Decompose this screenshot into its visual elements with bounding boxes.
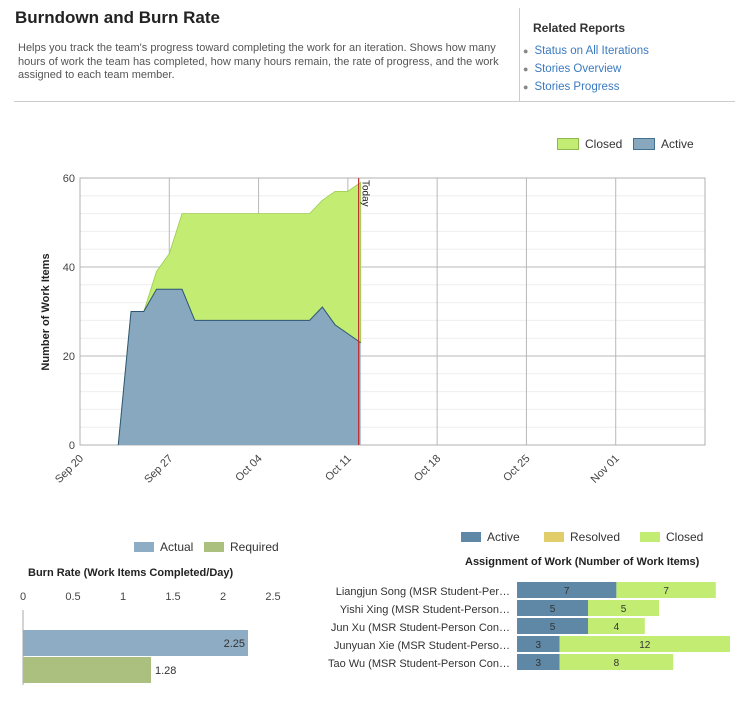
legend-label-closed: Closed xyxy=(585,137,623,151)
assignment-bar-active xyxy=(517,582,617,598)
legend-label-actual: Actual xyxy=(160,540,194,554)
burn-rate-bar-required xyxy=(23,657,151,683)
assignment-bar-active xyxy=(517,600,588,616)
y-tick-label: 60 xyxy=(63,173,75,185)
bullet-icon: ● xyxy=(523,64,529,74)
today-label: Today xyxy=(360,180,371,207)
header-separator xyxy=(14,101,735,102)
assignment-active-label: 7 xyxy=(564,586,570,597)
assignment-bar-closed xyxy=(616,582,716,598)
legend-label-active: Active xyxy=(661,137,694,151)
legend-swatch-assign-closed xyxy=(640,532,660,542)
report-description: Helps you track the team's progress towa… xyxy=(18,42,499,81)
sidebar-divider xyxy=(519,8,520,101)
active-line xyxy=(117,288,361,446)
legend-active: Active xyxy=(633,137,694,151)
legend-required: Required xyxy=(204,540,279,554)
link-stories-overview[interactable]: ● Stories Overview xyxy=(523,63,621,75)
assignment-bar-closed xyxy=(588,600,659,616)
bullet-icon: ● xyxy=(523,46,529,56)
assignment-bar-closed xyxy=(588,618,645,634)
assignment-bars: Liangjun Song (MSR Student-Per… 7 7 Yishi X… xyxy=(328,582,730,670)
assignment-bar-active xyxy=(517,654,560,670)
legend-label-assign-resolved: Resolved xyxy=(570,530,621,544)
burn-rate-value-label: 2.25 xyxy=(224,638,245,650)
burn-rate-tick-label: 0.5 xyxy=(65,591,80,603)
assignment-active-label: 5 xyxy=(550,622,556,633)
burn-rate-axis: 0 0.5 1 1.5 2 2.5 xyxy=(20,591,281,685)
legend-assign-resolved: Resolved xyxy=(544,530,620,544)
burn-rate-tick-label: 1.5 xyxy=(165,591,180,603)
assignee-name: Jun Xu (MSR Student-Person Con… xyxy=(331,622,510,634)
legend-assign-active: Active xyxy=(461,530,520,544)
legend-label-assign-active: Active xyxy=(487,530,520,544)
y-tick-label: 40 xyxy=(63,262,75,274)
burn-rate-bar-actual xyxy=(23,630,248,656)
bullet-icon: ● xyxy=(523,82,529,92)
page-title: Burndown and Burn Rate xyxy=(15,8,220,27)
related-reports-title: Related Reports xyxy=(533,21,626,35)
link-stories-progress[interactable]: ● Stories Progress xyxy=(523,81,619,93)
legend-swatch-active xyxy=(633,138,655,150)
assignee-name: Liangjun Song (MSR Student-Per… xyxy=(336,586,510,598)
active-area xyxy=(118,289,361,445)
legend-closed: Closed xyxy=(557,137,622,151)
legend-swatch-required xyxy=(204,542,224,552)
legend-assign-closed: Closed xyxy=(640,530,703,544)
assignment-bar-closed xyxy=(559,636,730,652)
legend-label-required: Required xyxy=(230,540,279,554)
y-tick-label: 20 xyxy=(63,351,75,363)
legend-swatch-actual xyxy=(134,542,154,552)
link-label: Stories Overview xyxy=(534,63,622,75)
assignment-closed-label: 5 xyxy=(621,604,627,615)
burn-rate-title: Burn Rate (Work Items Completed/Day) xyxy=(28,567,234,579)
assignment-bar-closed xyxy=(559,654,674,670)
burndown-areas: Today xyxy=(117,178,371,446)
link-label: Status on All Iterations xyxy=(534,45,649,57)
assignment-closed-label: 4 xyxy=(614,622,620,633)
link-label: Stories Progress xyxy=(534,81,620,93)
assignment-active-label: 5 xyxy=(550,604,556,615)
y-tick-label: 0 xyxy=(69,440,75,452)
assignment-bar-active xyxy=(517,636,560,652)
link-status-on-all-iterations[interactable]: ● Status on All Iterations xyxy=(523,45,649,57)
assignee-name: Junyuan Xie (MSR Student-Perso… xyxy=(334,640,510,652)
assignee-name: Yishi Xing (MSR Student-Person… xyxy=(340,604,510,616)
burn-rate-tick-label: 2.5 xyxy=(265,591,280,603)
assignment-bar-active xyxy=(517,618,588,634)
legend-actual: Actual xyxy=(134,540,193,554)
legend-swatch-assign-resolved xyxy=(544,532,564,542)
assignment-closed-label: 7 xyxy=(663,586,669,597)
burn-rate-tick-label: 1 xyxy=(120,591,126,603)
assignee-name: Tao Wu (MSR Student-Person Con… xyxy=(328,658,510,670)
burn-rate-tick-label: 0 xyxy=(20,591,26,603)
legend-swatch-closed xyxy=(557,138,579,150)
assignment-closed-label: 12 xyxy=(639,640,651,651)
burn-rate-bars: 2.25 1.28 xyxy=(23,630,248,683)
burn-rate-value-label: 1.28 xyxy=(155,665,176,677)
y-axis-label: Number of Work Items xyxy=(40,253,52,370)
assignment-active-label: 3 xyxy=(536,658,542,669)
legend-swatch-assign-active xyxy=(461,532,481,542)
assignment-closed-label: 8 xyxy=(614,658,620,669)
plot-border xyxy=(79,177,706,446)
assignment-title: Assignment of Work (Number of Work Items… xyxy=(465,556,700,568)
burn-rate-tick-label: 2 xyxy=(220,591,226,603)
assignment-active-label: 3 xyxy=(536,640,542,651)
legend-label-assign-closed: Closed xyxy=(666,530,704,544)
